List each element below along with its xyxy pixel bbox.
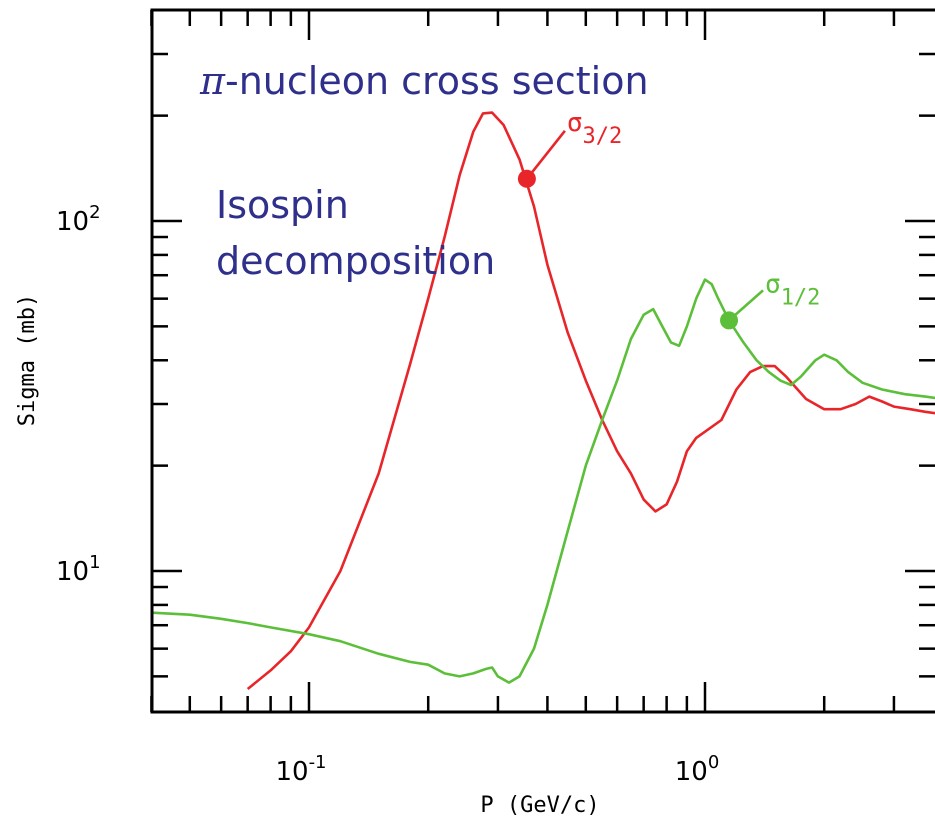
series-marker [517,169,536,188]
x-axis-title: P (GeV/c) [480,793,599,818]
x-tick-label: 10-1 [275,752,326,787]
y-axis-title: Sigma (mb) [15,294,40,426]
series-label: σ3/2 [567,108,622,149]
chart-heading: π-nucleon cross section [199,59,649,103]
subtitle-line2: decomposition [216,239,495,283]
series-marker [720,311,739,330]
series-label-leader [525,129,566,180]
series-line-sigma-3-2 [246,111,935,691]
x-tick-label: 100 [675,752,720,787]
subtitle-line1: Isospin [216,183,349,227]
y-tick-label: 101 [56,552,101,587]
y-tick-label: 102 [56,202,101,237]
series-line-sigma-1-2 [152,278,935,684]
heading-pi-symbol: π [199,59,226,103]
series-label: σ1/2 [765,269,820,310]
heading-text: -nucleon cross section [225,59,649,103]
